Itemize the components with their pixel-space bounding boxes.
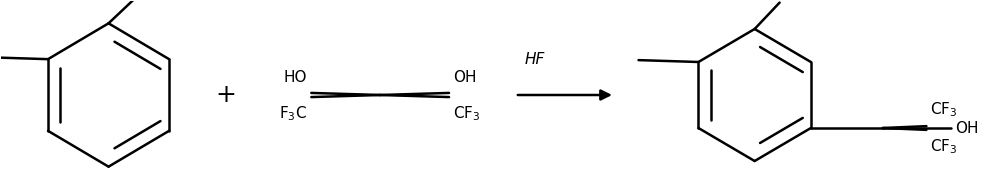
Text: CF$_3$: CF$_3$: [930, 100, 958, 119]
Text: HF: HF: [525, 52, 545, 67]
Text: +: +: [215, 83, 236, 107]
Text: CF$_3$: CF$_3$: [453, 105, 480, 123]
Text: OH: OH: [955, 120, 978, 135]
Text: F$_3$C: F$_3$C: [279, 105, 307, 123]
Text: CF$_3$: CF$_3$: [930, 137, 958, 156]
Text: OH: OH: [453, 70, 477, 85]
Text: HO: HO: [284, 70, 307, 85]
